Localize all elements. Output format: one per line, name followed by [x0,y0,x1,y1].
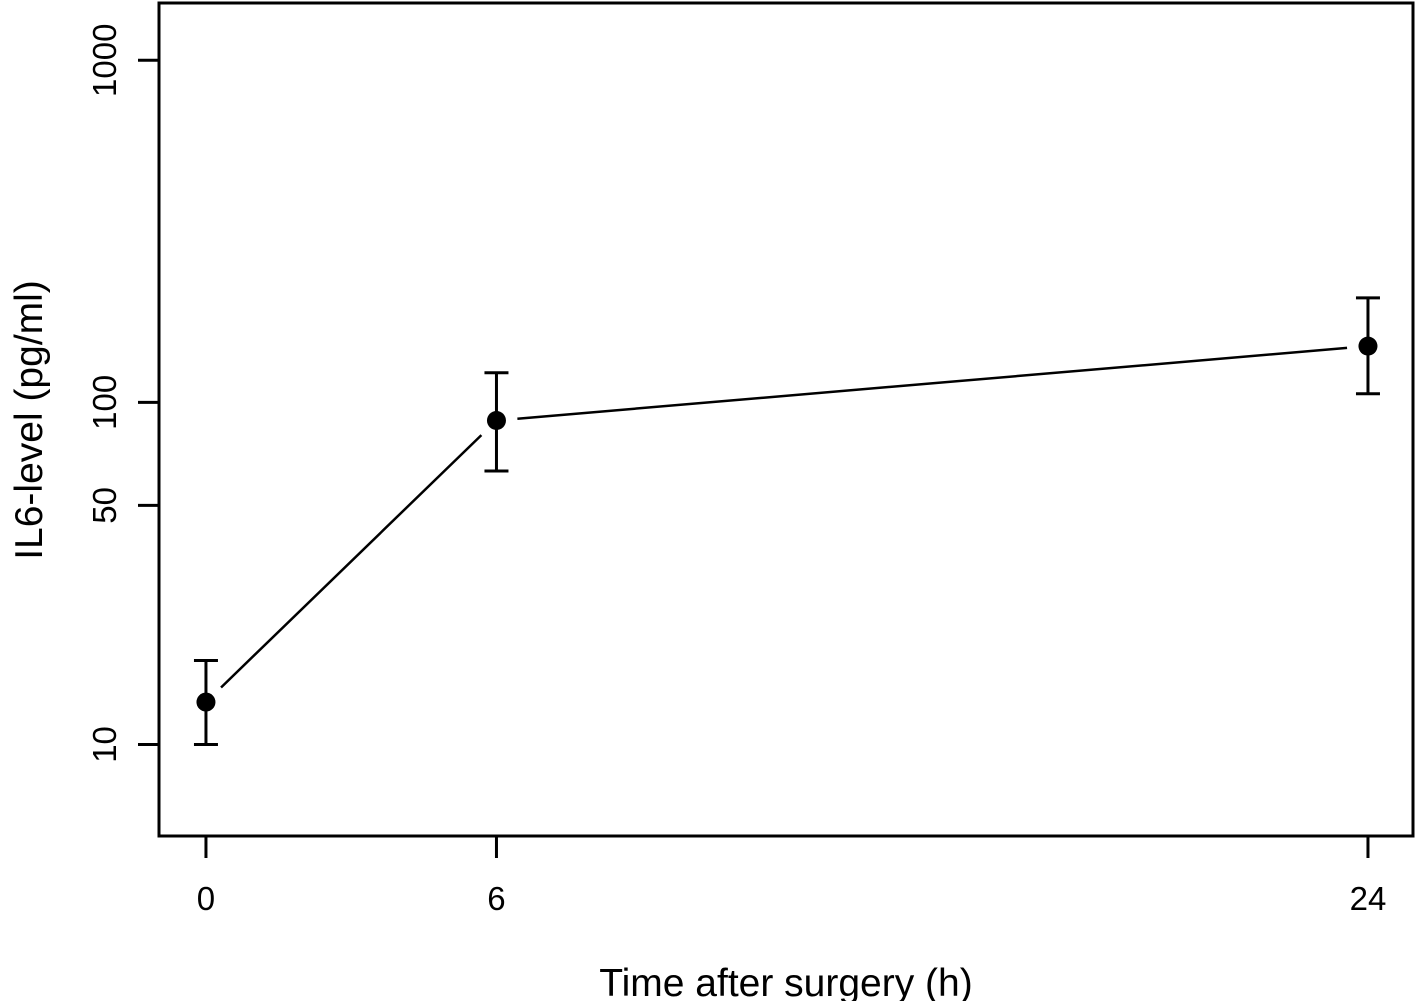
series-segment [517,346,1348,420]
y-axis-ticks: 10 50 100 1000 [86,24,159,763]
series-segment [220,434,483,689]
data-point-marker [486,410,506,430]
y-axis-title: IL6-level (pg/ml) [8,280,51,560]
series-line [220,346,1348,689]
x-tick-label: 24 [1350,880,1387,917]
y-tick-label: 100 [86,375,123,430]
y-tick-label: 10 [86,726,123,763]
x-tick-label: 6 [487,880,505,917]
plot-border [157,1,1415,838]
data-points [196,336,1378,712]
x-tick-label: 0 [197,880,215,917]
error-bars [193,296,1380,746]
x-axis-ticks: 0 6 24 [197,836,1387,917]
y-tick-label: 50 [86,487,123,524]
y-tick-label: 1000 [86,24,123,97]
data-point-marker [1358,336,1378,356]
x-axis-title: Time after surgery (h) [599,962,972,1001]
data-point-marker [196,692,216,712]
